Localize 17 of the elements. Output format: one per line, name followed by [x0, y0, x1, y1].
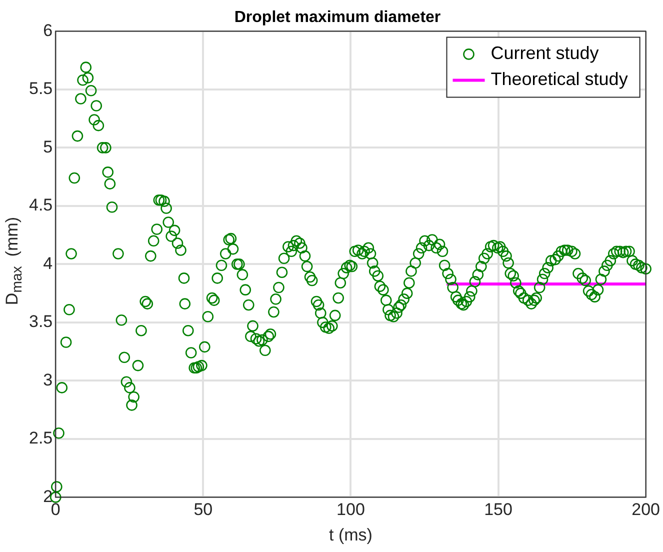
- x-tick-label: 150: [484, 500, 512, 520]
- y-tick-label: 5.5: [28, 79, 53, 98]
- chart-title: Droplet maximum diameter: [234, 9, 441, 26]
- y-tick-label: 5: [43, 137, 53, 156]
- x-axis-title: t (ms): [329, 525, 372, 544]
- x-tick-label: 100: [336, 500, 365, 520]
- y-tick-label: 4: [43, 254, 53, 273]
- y-tick-label: 2.5: [28, 428, 53, 448]
- legend-label: Current study: [490, 43, 599, 64]
- y-tick-label: 6: [43, 20, 53, 40]
- x-tick-label: 0: [50, 500, 60, 520]
- y-tick-label: 3.5: [28, 312, 53, 332]
- y-tick-label: 4.5: [28, 196, 53, 215]
- legend-label: Theoretical study: [490, 69, 628, 90]
- x-tick-label: 50: [194, 500, 213, 520]
- x-tick-label: 200: [632, 500, 660, 520]
- y-tick-label: 3: [43, 370, 53, 390]
